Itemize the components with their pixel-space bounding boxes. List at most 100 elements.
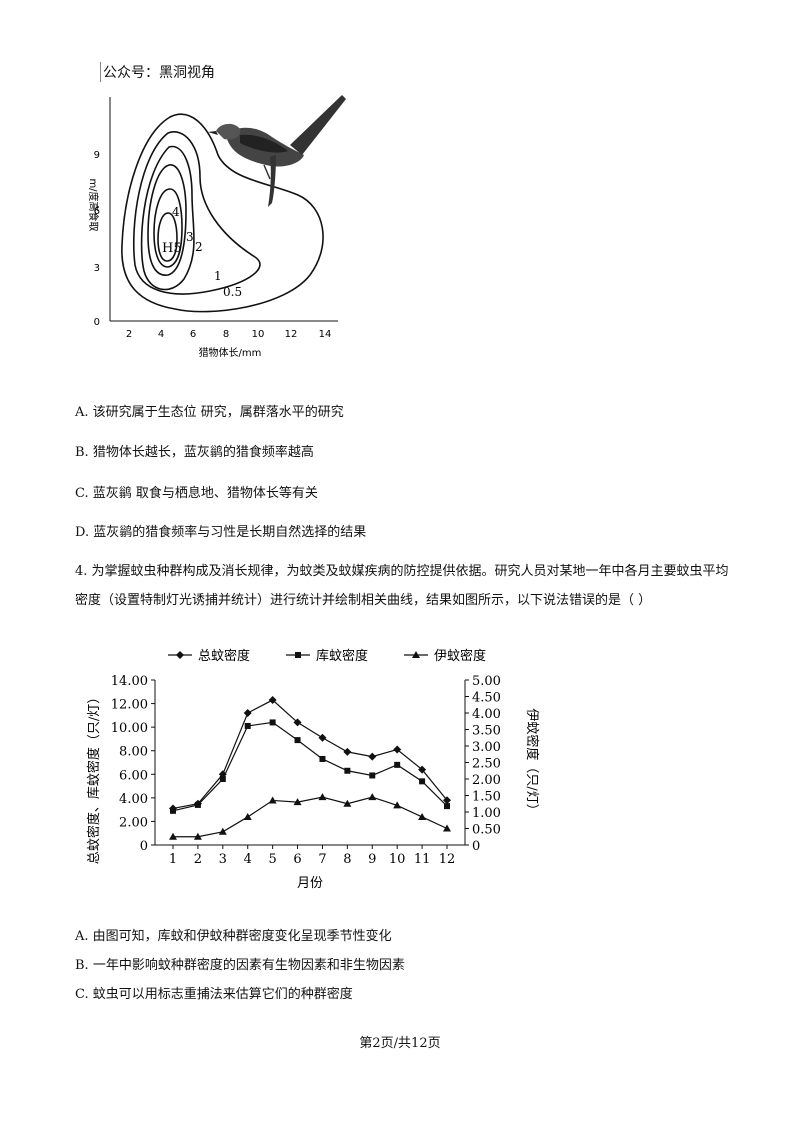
contour-xtick: 2 [126, 329, 132, 340]
ytick-right-label: 1.00 [472, 806, 501, 821]
contour-xlabel: 猎物体长/mm [199, 346, 262, 359]
ytick-right-label: 0 [472, 839, 480, 854]
ytick-right-label: 4.00 [472, 707, 501, 722]
xtick-label: 2 [194, 852, 202, 867]
series-point [419, 778, 426, 785]
chart-xlabel: 月份 [297, 876, 323, 891]
option-a: A. 该研究属于生态位 研究，属群落水平的研究 [75, 405, 344, 420]
series-point [369, 772, 376, 779]
contour-4 [153, 188, 183, 268]
series-point [219, 776, 226, 782]
ytick-right-label: 2.50 [472, 757, 501, 772]
contour-ytick: 9 [94, 150, 100, 161]
series-point [418, 812, 427, 820]
chart-ylabel-left: 总蚊密度、库蚊密度（只/灯） [86, 691, 102, 864]
ytick-left-label: 8.00 [119, 745, 148, 760]
series-point [443, 824, 451, 832]
ytick-left-label: 10.00 [111, 721, 148, 736]
ytick-left-label: 2.00 [119, 815, 148, 830]
legend-marker [176, 651, 184, 659]
series-point [218, 827, 227, 835]
series-point [169, 832, 177, 840]
bird-wing [240, 134, 288, 153]
contour-label-4: 4 [172, 205, 180, 219]
contour-label-h5: H5 [162, 241, 182, 256]
series-point [393, 745, 402, 754]
bird-illustration [208, 95, 346, 207]
chart-ylabel-right: 伊蚊密度（只/灯） [524, 708, 540, 816]
ytick-left-label: 0 [140, 839, 148, 854]
xtick-label: 10 [389, 852, 406, 867]
watermark: 公众号：黑洞视角 [100, 62, 215, 82]
ytick-left-label: 4.00 [119, 792, 148, 807]
contour-5 [157, 212, 178, 262]
xtick-label: 1 [169, 852, 177, 867]
contour-ytick: 3 [94, 263, 100, 274]
question-4-text: 4. 为掌握蚊虫种群构成及消长规律，为蚊类及蚊媒疾病的防控提供依据。研究人员对某… [75, 564, 729, 608]
series-line [172, 721, 448, 812]
legend-item: 伊蚊密度 [404, 648, 486, 664]
legend-marker [412, 651, 420, 658]
contour-label-0.5: 0.5 [223, 285, 242, 299]
series-point [444, 803, 450, 810]
series-point [319, 755, 326, 762]
series-point [244, 722, 251, 729]
q4-option-b: B. 一年中影响蚊种群密度的因素有生物因素和非生物因素 [75, 958, 405, 973]
contour-0.5 [121, 113, 324, 313]
page-footer: 第2页/共12页 [359, 1036, 441, 1051]
contour-figure: 0 3 6 9 2 4 6 8 10 12 14 猎物体长/mm m/度高食取 … [87, 95, 346, 359]
chart-series [169, 696, 451, 840]
q4-option-a: A. 由图可知，库蚊和伊蚊种群密度变化呈现季节性变化 [75, 929, 392, 944]
series-point [344, 767, 351, 774]
contour-1 [132, 131, 261, 295]
ytick-right-label: 5.00 [472, 674, 501, 689]
series-point [418, 765, 427, 774]
series-point [293, 798, 302, 806]
contour-ylabel: m/度高食取 [87, 178, 100, 231]
legend-item: 总蚊密度 [168, 648, 250, 664]
series-point [293, 718, 302, 727]
contour-xtick: 14 [319, 329, 332, 340]
ytick-right-label: 0.50 [472, 823, 501, 838]
contour-y-ticks: 0 3 6 9 [94, 150, 100, 328]
chart-axes: 02.004.006.008.0010.0012.0014.0000.501.0… [111, 674, 501, 867]
ytick-right-label: 3.50 [472, 724, 501, 739]
legend-marker [295, 652, 301, 658]
series-point [170, 807, 176, 814]
ytick-left-label: 14.00 [111, 674, 148, 689]
option-d: D. 蓝灰鹟的猎食频率与习性是长期自然选择的结果 [75, 525, 367, 540]
legend-item: 库蚊密度 [286, 648, 368, 664]
series-point [343, 799, 352, 807]
bird-tail [290, 95, 346, 155]
contour-label-3: 3 [186, 230, 194, 244]
ytick-right-label: 1.50 [472, 790, 501, 805]
ytick-right-label: 2.00 [472, 773, 501, 788]
legend-label: 总蚊密度 [198, 648, 250, 664]
contour-xtick: 8 [223, 329, 229, 340]
series-point [443, 796, 451, 805]
contour-3 [147, 164, 187, 276]
xtick-label: 8 [343, 852, 351, 867]
contour-xtick: 12 [285, 329, 298, 340]
legend-label: 伊蚊密度 [434, 648, 486, 664]
series-point [294, 737, 301, 744]
xtick-label: 3 [219, 852, 227, 867]
series-point [394, 761, 401, 768]
series-point [268, 796, 277, 804]
series-point [318, 733, 327, 742]
mosquito-density-chart: 总蚊密度 库蚊密度 伊蚊密度 0 2.00 4.00 6.00 8.00 10.00 1 2.00… [86, 648, 540, 891]
contour-labels: H5 4 3 2 1 0.5 [162, 205, 242, 299]
series-point [318, 793, 327, 801]
chart-legend: 总蚊密度 库蚊密度 伊蚊密度 [168, 648, 486, 664]
contour-x-ticks: 2 4 6 8 10 12 14 [126, 329, 332, 340]
xtick-label: 6 [293, 852, 301, 867]
contour-xtick: 6 [190, 329, 196, 340]
series-1 [169, 696, 451, 813]
series-point [268, 696, 277, 705]
contour-ytick: 0 [94, 317, 100, 328]
series-point [193, 832, 202, 840]
ytick-left-label: 6.00 [119, 768, 148, 783]
series-line [172, 699, 448, 810]
xtick-label: 12 [439, 852, 456, 867]
series-point [368, 793, 377, 801]
